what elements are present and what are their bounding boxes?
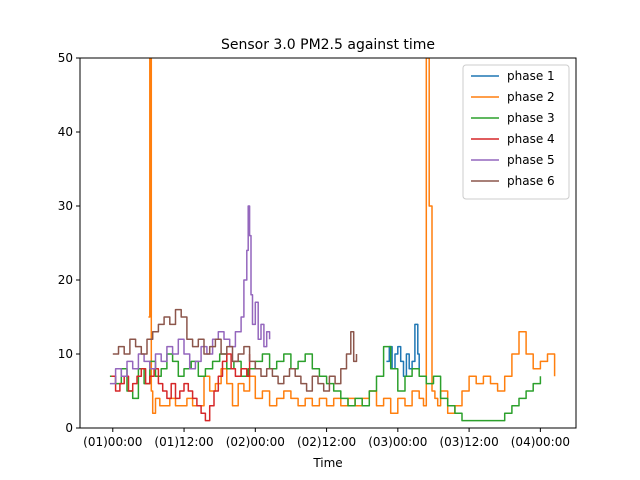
legend-label: phase 1 [507,69,555,83]
x-tick-label: (04)00:00 [511,435,570,449]
series-line-phase-4 [111,353,251,422]
legend: phase 1 phase 2 phase 3 phase 4 phase 5 phase… [462,64,570,200]
plot-area [109,58,556,422]
legend-box [462,64,570,200]
y-tick-label: 10 [58,347,73,361]
legend-label: phase 5 [507,153,555,167]
y-tick-label: 50 [58,51,73,65]
legend-label: phase 6 [507,174,555,188]
y-tick-label: 0 [65,421,73,435]
legend-label: phase 3 [507,111,555,125]
axes-frame [79,57,577,429]
y-axis: 0 10 20 30 40 50 [58,51,80,435]
x-axis: (01)00:00 (01)12:00 (02)00:00 (02)12:00 (03)… [83,428,570,449]
y-tick-label: 20 [58,273,73,287]
series-line-phase-6 [112,308,358,392]
legend-label: phase 2 [507,90,555,104]
x-tick-label: (01)00:00 [83,435,142,449]
x-tick-label: (03)00:00 [368,435,427,449]
y-tick-label: 30 [58,199,73,213]
x-tick-label: (03)12:00 [439,435,498,449]
x-tick-label: (01)12:00 [154,435,213,449]
x-tick-label: (02)12:00 [297,435,356,449]
series-line-phase-3 [109,345,542,422]
legend-label: phase 4 [507,132,555,146]
chart-title: Sensor 3.0 PM2.5 against time [221,37,435,53]
x-tick-label: (02)00:00 [226,435,285,449]
series-line-phase-5 [109,205,271,385]
y-tick-label: 40 [58,125,73,139]
x-axis-title: Time [312,456,342,470]
